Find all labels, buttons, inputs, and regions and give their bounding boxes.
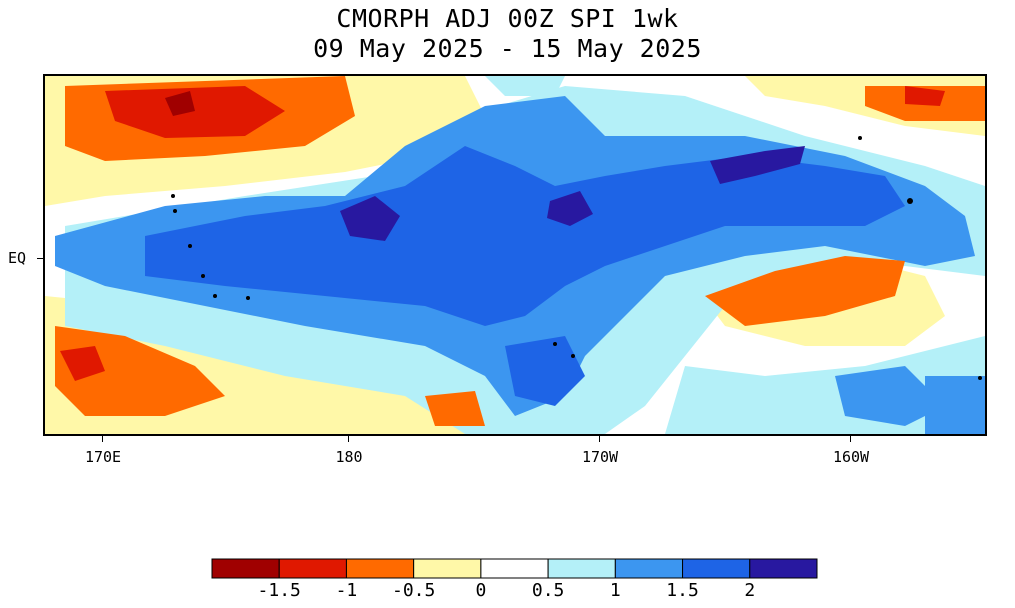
color-bar-swatch: [211, 558, 280, 579]
color-bar-swatch: [682, 558, 751, 579]
color-bar-label: -1.5: [257, 580, 301, 601]
color-bar-swatch: [547, 558, 616, 579]
color-bar-label: 1.5: [666, 580, 699, 601]
y-tick-mark: [37, 258, 43, 259]
x-tick-160w: 160W: [832, 448, 870, 466]
color-bar-swatch: [278, 558, 347, 579]
color-bar-label: 1: [609, 580, 621, 601]
color-bar-swatch: [480, 558, 549, 579]
color-bar: [211, 558, 818, 579]
color-bar-swatch: [345, 558, 415, 579]
color-bar-swatch: [413, 558, 482, 579]
x-tick-170e: 170E: [84, 448, 122, 466]
x-tick-180: 180: [335, 448, 363, 466]
x-tick-mark: [599, 436, 600, 442]
x-tick-mark: [102, 436, 103, 442]
color-bar-label: 0: [475, 580, 487, 601]
spi-map: [43, 74, 987, 436]
color-bar-label: -0.5: [391, 580, 436, 601]
color-bar-swatch: [749, 558, 818, 579]
color-bar-label: 2: [744, 580, 756, 601]
x-tick-mark: [850, 436, 851, 442]
color-bar-label: -1: [335, 580, 358, 601]
color-bar-swatch: [614, 558, 684, 579]
color-bar-label: 0.5: [531, 580, 565, 601]
x-tick-170w: 170W: [581, 448, 619, 466]
map-title: CMORPH ADJ 00Z SPI 1wk: [336, 4, 679, 33]
map-date-range: 09 May 2025 - 15 May 2025: [313, 34, 702, 63]
x-tick-mark: [348, 436, 349, 442]
spi-field: [45, 76, 985, 434]
y-tick-eq: EQ: [8, 249, 27, 267]
